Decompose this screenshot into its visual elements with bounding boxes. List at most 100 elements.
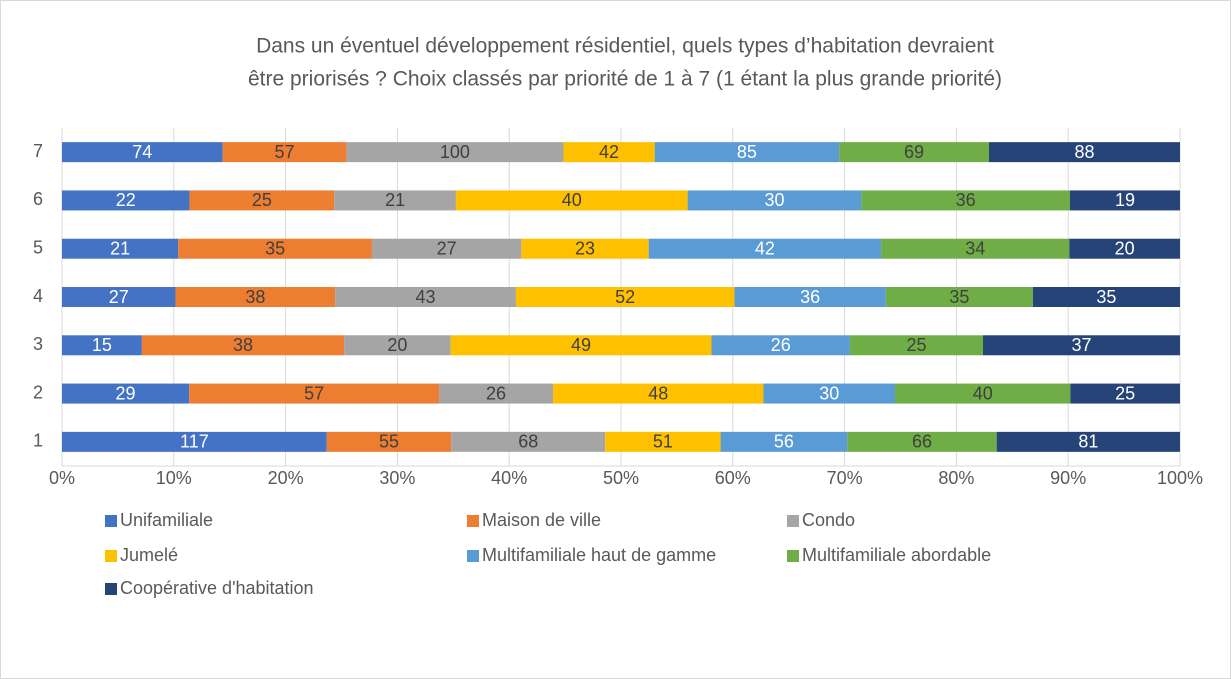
x-tick-label: 50% — [603, 468, 639, 488]
data-label: 57 — [274, 142, 294, 162]
data-label: 30 — [764, 190, 784, 210]
y-tick-label: 4 — [33, 286, 43, 306]
data-label: 35 — [1096, 287, 1116, 307]
data-label: 21 — [385, 190, 405, 210]
data-label: 85 — [737, 142, 757, 162]
bar-segment — [175, 287, 336, 307]
data-label: 23 — [575, 238, 595, 258]
x-tick-label: 40% — [491, 468, 527, 488]
bar-segment — [996, 431, 1180, 452]
bar-segment — [885, 287, 1033, 307]
bar-segment — [521, 238, 649, 259]
bar-segment — [62, 383, 190, 404]
data-label: 27 — [437, 238, 457, 258]
bar-segment — [734, 287, 886, 307]
data-label: 26 — [486, 383, 506, 403]
bar-segment — [439, 383, 554, 404]
bar-segment — [763, 383, 896, 404]
bar-segment — [881, 238, 1070, 259]
bar-segment — [847, 431, 997, 452]
bar-segment — [344, 335, 451, 356]
data-label: 37 — [1071, 335, 1091, 355]
bar-segment — [895, 383, 1071, 404]
legend-swatch — [467, 550, 479, 562]
legend-swatch — [105, 515, 117, 527]
legend-label: Coopérative d'habitation — [120, 578, 314, 598]
legend-label: Maison de ville — [482, 510, 601, 530]
data-label: 88 — [1074, 142, 1094, 162]
data-label: 49 — [571, 335, 591, 355]
data-label: 81 — [1078, 432, 1098, 452]
data-label: 25 — [1115, 383, 1135, 403]
bar-segment — [62, 238, 179, 259]
data-label: 22 — [116, 190, 136, 210]
x-tick-label: 70% — [827, 468, 863, 488]
data-label: 69 — [904, 142, 924, 162]
legend-label: Unifamiliale — [120, 510, 213, 530]
bar-segment — [553, 383, 764, 404]
y-tick-label: 5 — [33, 237, 43, 257]
x-tick-label: 80% — [938, 468, 974, 488]
legend-swatch — [787, 550, 799, 562]
data-label: 40 — [973, 383, 993, 403]
bar-segment — [839, 142, 989, 163]
data-label: 48 — [648, 383, 668, 403]
bar-segment — [455, 190, 688, 211]
bar-segment — [515, 287, 735, 307]
bar-segment — [720, 431, 848, 452]
legend-swatch — [787, 515, 799, 527]
data-label: 20 — [387, 335, 407, 355]
data-label: 35 — [949, 287, 969, 307]
data-label: 19 — [1115, 190, 1135, 210]
legend-swatch — [105, 550, 117, 562]
bar-segment — [346, 142, 564, 163]
data-label: 42 — [755, 238, 775, 258]
y-tick-label: 1 — [33, 431, 43, 451]
data-label: 68 — [518, 432, 538, 452]
bar-segment — [450, 335, 712, 356]
bar-segment — [1070, 383, 1180, 404]
data-label: 38 — [233, 335, 253, 355]
data-label: 51 — [653, 432, 673, 452]
bar-segment — [605, 431, 721, 452]
legend-label: Condo — [802, 510, 855, 530]
bar-segment — [687, 190, 862, 211]
data-label: 26 — [771, 335, 791, 355]
data-label: 38 — [245, 287, 265, 307]
data-label: 56 — [774, 432, 794, 452]
bar-segment — [1069, 190, 1180, 211]
x-tick-label: 20% — [268, 468, 304, 488]
legend-label: Jumelé — [120, 545, 178, 565]
x-tick-label: 90% — [1050, 468, 1086, 488]
data-label: 66 — [912, 432, 932, 452]
x-tick-label: 100% — [1157, 468, 1203, 488]
data-label: 40 — [562, 190, 582, 210]
data-label: 57 — [304, 383, 324, 403]
data-label: 74 — [132, 142, 152, 162]
data-label: 52 — [615, 287, 635, 307]
bar-segment — [62, 287, 176, 307]
data-label: 100 — [440, 142, 470, 162]
x-tick-label: 30% — [379, 468, 415, 488]
bar-segment — [983, 335, 1180, 356]
data-label: 35 — [265, 238, 285, 258]
bar-segment — [326, 431, 452, 452]
bar-segment — [849, 335, 984, 356]
data-label: 25 — [906, 335, 926, 355]
data-label: 36 — [800, 287, 820, 307]
bar-segment — [334, 190, 456, 211]
data-label: 117 — [180, 432, 209, 452]
y-tick-label: 3 — [33, 334, 43, 354]
bar-segment — [648, 238, 882, 259]
x-tick-label: 10% — [156, 468, 192, 488]
data-label: 20 — [1115, 238, 1135, 258]
chart-title: être priorisés ? Choix classés par prior… — [248, 68, 1002, 91]
bar-segment — [62, 431, 327, 452]
bar-segment — [335, 287, 516, 307]
bar-segment — [189, 383, 440, 404]
y-tick-label: 7 — [33, 141, 43, 161]
data-label: 21 — [110, 238, 130, 258]
bar-segment — [861, 190, 1070, 211]
bar-segment — [563, 142, 655, 163]
data-label: 15 — [92, 335, 112, 355]
